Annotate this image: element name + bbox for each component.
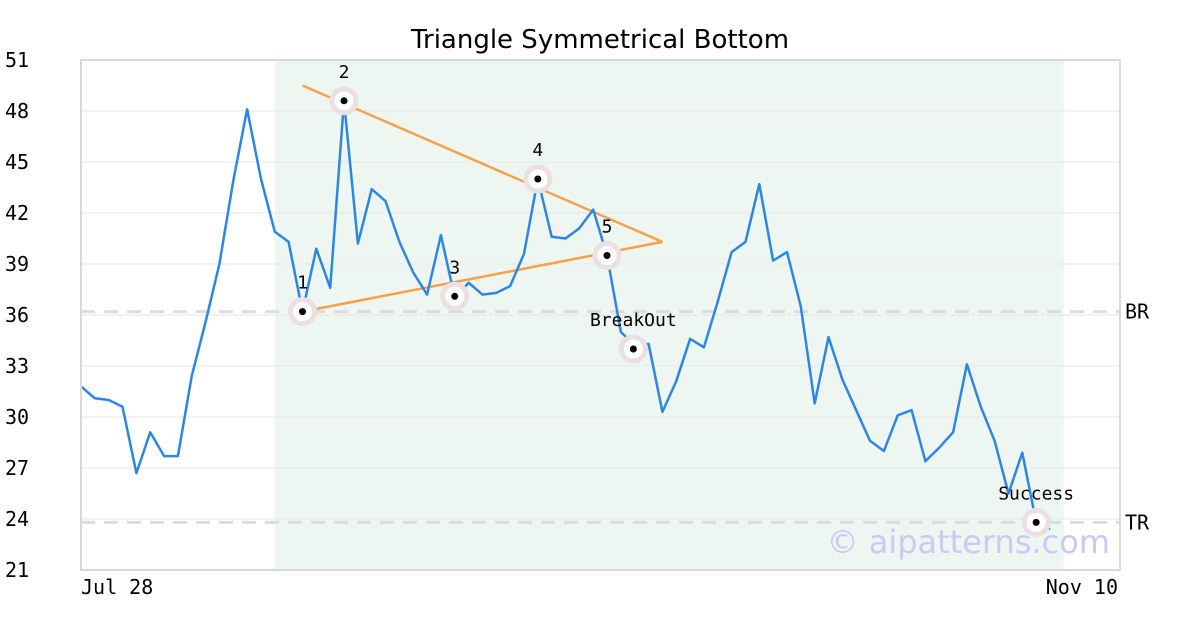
marker-dot xyxy=(629,345,637,353)
marker-dot xyxy=(603,252,611,259)
reference-label: TR xyxy=(1125,510,1150,534)
x-tick-label: Jul 28 xyxy=(81,575,153,599)
y-tick-label: 33 xyxy=(5,354,29,378)
marker-dot xyxy=(340,97,348,105)
y-tick-label: 42 xyxy=(5,201,29,225)
marker-dot xyxy=(1032,518,1040,526)
price-line xyxy=(80,99,1051,531)
marker-label: 4 xyxy=(532,140,543,161)
marker-dot xyxy=(451,292,459,300)
y-tick-label: 27 xyxy=(5,456,29,480)
marker-label: 3 xyxy=(449,257,460,278)
plot-frame xyxy=(80,59,1121,571)
trend-line xyxy=(301,84,663,244)
y-tick-label: 21 xyxy=(5,558,29,582)
marker-label: 2 xyxy=(339,62,350,83)
marker-dot xyxy=(298,308,306,316)
chart-title: Triangle Symmetrical Bottom xyxy=(410,25,789,55)
reference-label: BR xyxy=(1125,300,1150,324)
marker-label: BreakOut xyxy=(590,310,677,331)
marker-label: 5 xyxy=(602,217,613,238)
marker-dot xyxy=(534,175,542,183)
y-tick-label: 24 xyxy=(5,507,29,531)
marker-label: 1 xyxy=(297,273,308,294)
y-tick-label: 45 xyxy=(5,150,29,174)
y-tick-label: 48 xyxy=(5,99,29,123)
y-tick-label: 51 xyxy=(5,48,29,72)
y-tick-label: 30 xyxy=(5,405,29,429)
y-tick-label: 36 xyxy=(5,303,29,327)
x-tick-label: Nov 10 xyxy=(1046,575,1118,599)
y-tick-label: 39 xyxy=(5,252,29,276)
watermark-text: © aipatterns.com xyxy=(827,523,1110,561)
marker-label: Success xyxy=(998,483,1074,504)
